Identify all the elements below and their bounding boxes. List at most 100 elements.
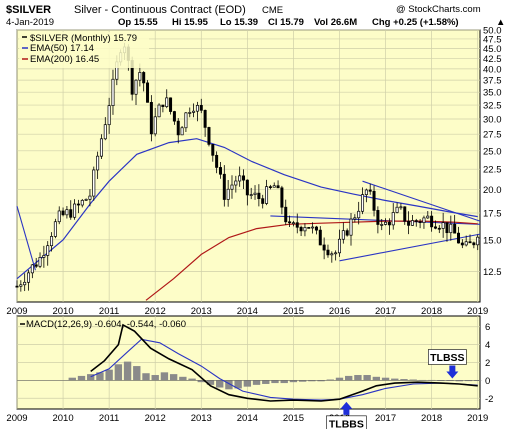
candle-body: [403, 206, 407, 222]
macd-hist-bar: [87, 374, 95, 381]
candle-body: [234, 180, 238, 186]
candle-body: [192, 110, 196, 113]
macd-hist-bar: [326, 379, 334, 381]
candle-body: [215, 154, 219, 168]
candle-body: [157, 104, 161, 118]
candle-body: [387, 221, 391, 226]
price-x-tick-label: 2017: [375, 306, 396, 317]
exchange-label: CME: [262, 5, 283, 16]
candle-body: [222, 173, 226, 200]
candle-body: [299, 226, 303, 232]
candle-body: [245, 179, 249, 196]
trendline: [339, 233, 481, 262]
candle-body: [184, 112, 188, 129]
low-value: Lo 15.39: [220, 17, 258, 28]
candle-body: [410, 220, 414, 226]
candle-body: [149, 101, 153, 135]
open-value: Op 15.55: [118, 17, 158, 28]
candle-body: [134, 79, 138, 95]
price-y-tick-label: 25.0: [483, 146, 502, 157]
candle-body: [349, 218, 353, 236]
price-y-tick-label: 32.5: [483, 101, 502, 112]
macd-y-tick-label: 0: [485, 376, 490, 387]
macd-hist-bar: [206, 380, 215, 385]
candle-body: [199, 105, 203, 111]
macd-hist-bar: [96, 372, 104, 381]
candle-body: [23, 281, 27, 286]
candle-body: [468, 241, 472, 244]
candle-body: [426, 215, 430, 219]
candle-body: [211, 144, 215, 156]
candle-body: [357, 210, 361, 219]
candle-body: [172, 111, 176, 122]
macd-hist-bar: [216, 380, 224, 388]
candle-body: [284, 206, 288, 223]
macd-hist-bar: [280, 380, 288, 384]
candle-body: [230, 184, 234, 190]
candle-body: [61, 210, 65, 216]
candle-body: [50, 236, 54, 247]
legend-series-row: $SILVER (Monthly) 15.79: [22, 33, 137, 44]
candle-body: [353, 217, 357, 220]
macd-hist-bar: [142, 373, 150, 381]
trendline: [362, 180, 481, 222]
candle-body: [453, 223, 457, 234]
candle-body: [38, 257, 42, 267]
candle-body: [30, 264, 34, 274]
candle-body: [384, 221, 388, 225]
macd-hist-bar: [345, 375, 353, 381]
price-x-tick-label: 2011: [99, 306, 119, 317]
symbol-title: $SILVER: [6, 4, 51, 16]
macd-hist-bar: [289, 380, 298, 383]
candle-body: [460, 242, 464, 246]
candle-body: [334, 252, 338, 255]
candle-body: [276, 185, 280, 189]
macd-y-tick-label: -2: [485, 394, 493, 405]
macd-x-tick-label: 2019: [467, 413, 488, 424]
tlbbs-label: TLBBS: [329, 418, 364, 429]
macd-hist-bar: [381, 377, 390, 381]
macd-hist-bar: [409, 379, 417, 381]
candle-body: [280, 187, 284, 208]
candle-body: [464, 241, 468, 246]
candle-body: [146, 82, 150, 103]
candle-body: [92, 169, 96, 197]
candle-body: [472, 242, 476, 246]
candle-body: [295, 222, 299, 228]
macd-hist-bar: [455, 380, 463, 382]
candle-body: [65, 209, 69, 216]
candle-body: [34, 264, 38, 267]
high-value: Hi 15.95: [172, 17, 209, 28]
candle-body: [376, 210, 380, 225]
macd-hist-bar: [335, 377, 344, 381]
macd-legend-label: MACD(12,26,9) -0.604, -0.544, -0.060: [26, 319, 186, 330]
tlbss-label: TLBSS: [430, 352, 464, 364]
candle-body: [288, 221, 292, 224]
candle-body: [180, 127, 184, 136]
macd-hist-bar: [464, 380, 473, 382]
macd-hist-bar: [298, 380, 307, 382]
candle-body: [53, 221, 57, 237]
candle-body: [476, 236, 480, 246]
macd-hist-bar: [363, 375, 371, 381]
candle-body: [138, 72, 142, 81]
price-y-tick-label: 22.5: [483, 165, 502, 176]
price-x-tick-label: 2010: [52, 306, 73, 317]
candle-body: [96, 155, 100, 171]
candle-body: [322, 244, 326, 251]
price-y-tick-label: 17.5: [483, 208, 502, 219]
candle-body: [307, 227, 311, 229]
tlbss-arrow-icon: [446, 365, 459, 379]
candle-body: [268, 186, 272, 189]
macd-hist-bar: [179, 376, 187, 381]
macd-hist-bar: [252, 380, 261, 385]
candle-body: [456, 232, 461, 244]
price-x-tick-label: 2009: [6, 306, 27, 317]
price-y-tick-label: 45.0: [483, 44, 502, 55]
price-y-tick-label: 12.5: [483, 267, 502, 278]
candle-body: [15, 285, 19, 288]
candle-body: [195, 105, 199, 112]
macd-x-tick-label: 2014: [237, 413, 258, 424]
candle-body: [414, 220, 418, 222]
legend-series-label: $SILVER (Monthly) 15.79: [30, 33, 137, 44]
